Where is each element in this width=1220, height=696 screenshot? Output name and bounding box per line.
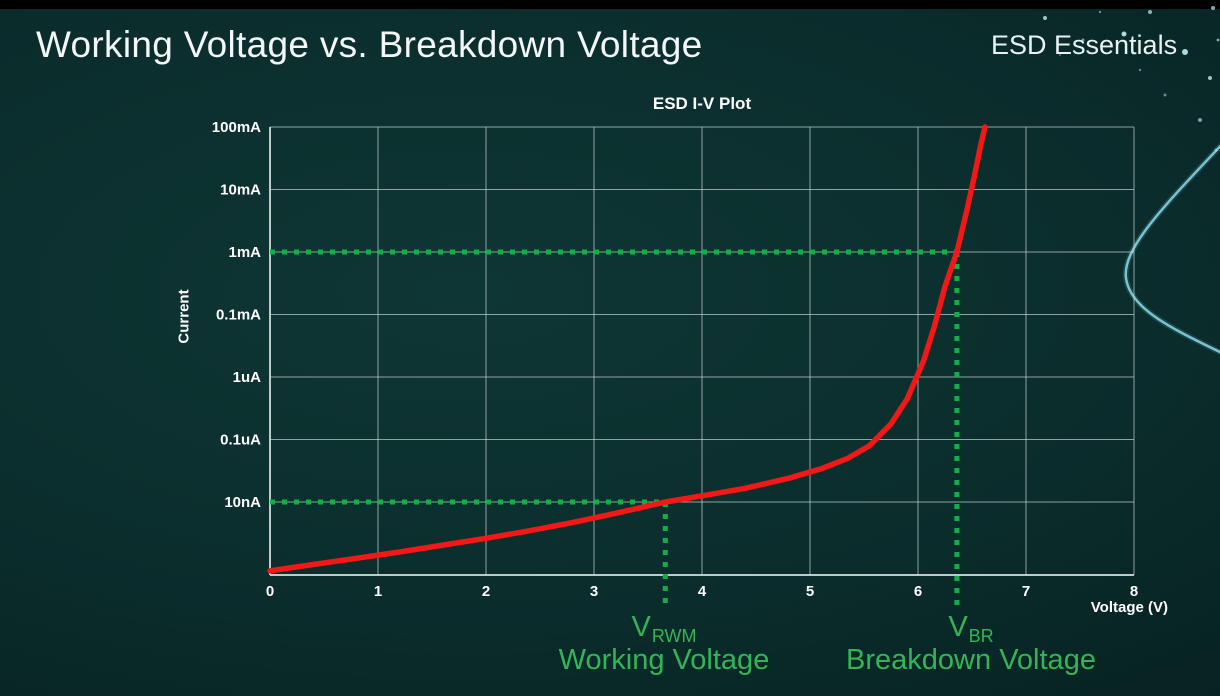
brand-logo-text: ESD Essentials [991, 30, 1178, 60]
working-voltage-caption: Working Voltage [558, 644, 770, 676]
top-black-bar [0, 0, 1220, 9]
y-tick-label: 1mA [228, 244, 261, 261]
y-tick-label: 10mA [220, 182, 261, 199]
x-axis-title: Voltage (V) [1090, 599, 1168, 616]
chart-title: ESD I-V Plot [652, 94, 752, 113]
vrwm-label: VRWM [631, 611, 697, 646]
x-tick-label: 6 [914, 583, 922, 600]
y-tick-label: 10nA [224, 494, 261, 511]
y-tick-label: 0.1uA [220, 432, 261, 449]
x-tick-label: 2 [482, 583, 490, 600]
vbr-label: VBR [948, 611, 994, 646]
x-tick-label: 1 [374, 583, 382, 600]
vbr-symbol: V [948, 611, 968, 643]
x-tick-label: 5 [806, 583, 814, 600]
x-tick-label: 4 [698, 583, 707, 600]
breakdown-voltage-caption: Breakdown Voltage [846, 644, 1096, 676]
vbr-subscript: BR [968, 626, 994, 646]
x-tick-label: 8 [1130, 583, 1138, 600]
vrwm-symbol: V [631, 611, 651, 643]
iv-curve [267, 124, 988, 574]
y-tick-label: 100mA [212, 119, 261, 136]
vrwm-subscript: RWM [651, 626, 697, 646]
y-tick-label: 0.1mA [216, 307, 261, 324]
slide-title: Working Voltage vs. Breakdown Voltage [36, 24, 703, 65]
x-tick-label: 7 [1022, 583, 1030, 600]
y-tick-label: 1uA [233, 369, 262, 386]
x-tick-label: 3 [590, 583, 598, 600]
x-tick-label: 0 [266, 583, 274, 600]
